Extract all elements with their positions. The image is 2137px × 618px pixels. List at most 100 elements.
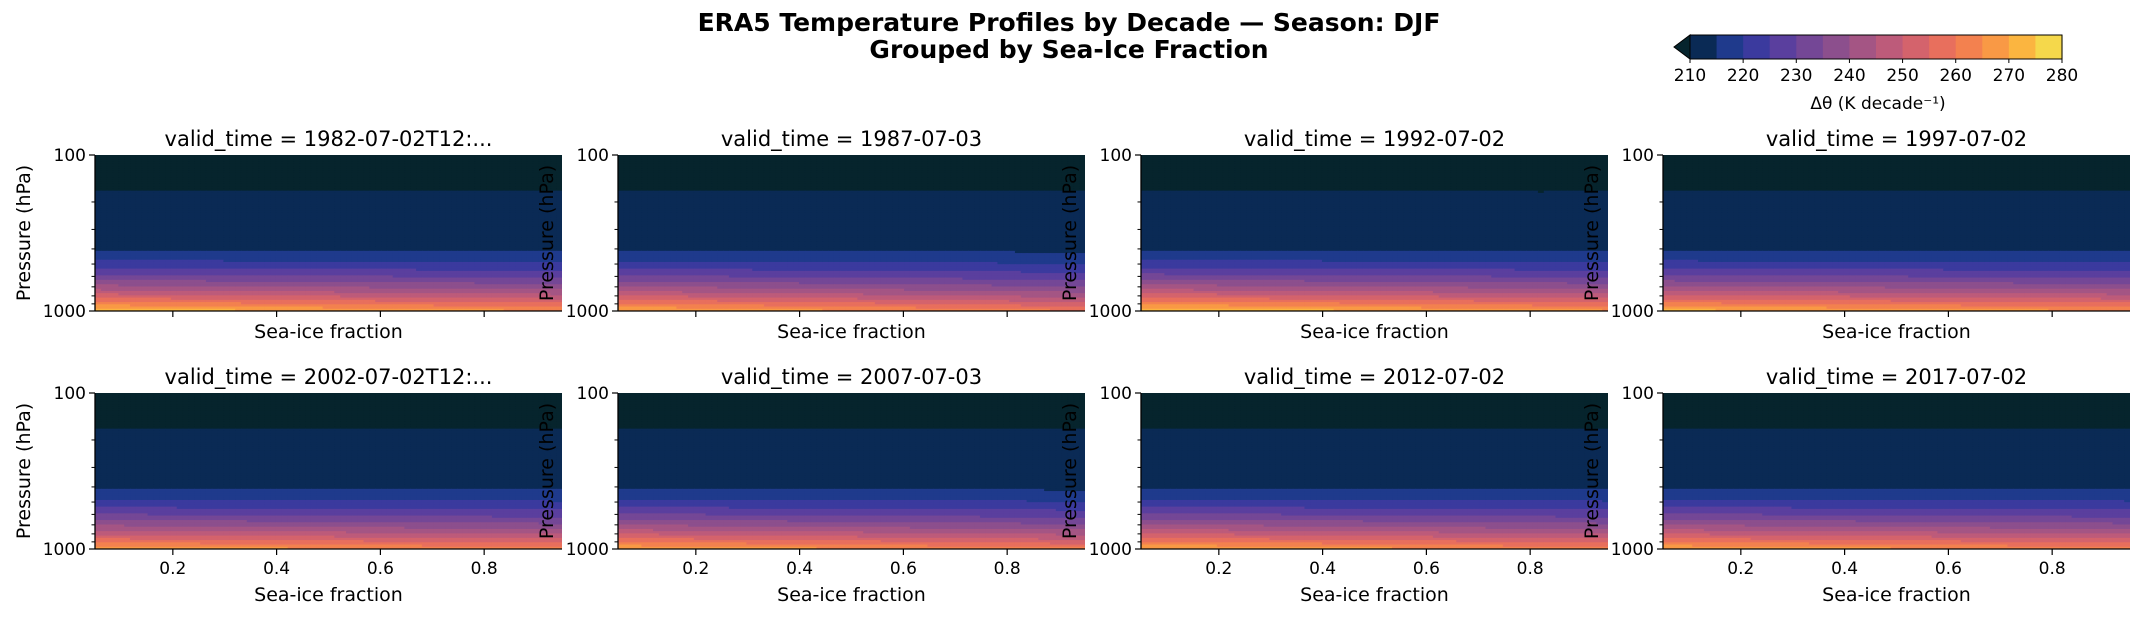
contour-cell [439, 228, 446, 232]
contour-cell [322, 210, 330, 214]
contour-cell [410, 157, 417, 161]
contour-cell [293, 166, 301, 170]
contour-cell [392, 244, 400, 248]
contour-cell [153, 181, 160, 185]
contour-cell [130, 264, 137, 268]
contour-cell [398, 206, 406, 210]
contour-cell [515, 284, 522, 288]
contour-cell [322, 248, 330, 252]
contour-cell [229, 186, 236, 190]
contour-cell [170, 217, 178, 221]
contour-cell [375, 197, 382, 201]
contour-cell [293, 168, 301, 172]
contour-cell [556, 181, 562, 185]
contour-cell [427, 201, 435, 205]
contour-cell [550, 257, 557, 261]
contour-cell [451, 277, 458, 281]
contour-cell [398, 284, 406, 288]
contour-cell [421, 228, 429, 232]
contour-cell [480, 253, 487, 256]
contour-cell [509, 163, 516, 167]
contour-cell [433, 157, 441, 161]
contour-cell [211, 215, 219, 219]
contour-cell [124, 172, 131, 176]
contour-cell [135, 270, 143, 274]
contour-cell [375, 159, 382, 163]
contour-cell [153, 163, 160, 167]
contour-cell [486, 261, 493, 265]
contour-cell [404, 255, 411, 259]
contour-cell [176, 268, 184, 272]
contour-cell [264, 264, 271, 268]
contour-cell [270, 210, 277, 214]
contour-cell [328, 166, 336, 170]
contour-cell [491, 168, 499, 172]
contour-cell [427, 208, 435, 212]
contour-cell [147, 183, 155, 187]
contour-cell [95, 219, 102, 223]
contour-cell [130, 286, 137, 290]
contour-cell [328, 230, 336, 234]
contour-cell [194, 195, 201, 199]
contour-cell [404, 273, 411, 277]
contour-cell [334, 181, 341, 185]
contour-cell [112, 248, 120, 252]
contour-cell [124, 186, 131, 190]
contour-cell [375, 181, 382, 185]
contour-cell [252, 282, 260, 285]
contour-cell [410, 257, 417, 261]
contour-cell [468, 286, 476, 290]
contour-cell [275, 246, 283, 250]
contour-cell [381, 235, 388, 239]
contour-cell [264, 206, 271, 210]
contour-cell [503, 172, 511, 176]
contour-cell [526, 244, 534, 248]
contour-cell [293, 235, 301, 239]
contour-cell [229, 257, 236, 261]
contour-cell [130, 201, 137, 205]
contour-cell [270, 250, 277, 254]
contour-cell [526, 221, 534, 225]
contour-cell [404, 155, 411, 158]
contour-cell [509, 170, 516, 174]
contour-cell [556, 224, 562, 228]
contour-cell [200, 161, 207, 165]
contour-cell [246, 192, 254, 196]
contour-cell [439, 159, 446, 163]
contour-cell [293, 270, 301, 274]
contour-cell [223, 255, 230, 259]
contour-cell [357, 186, 365, 190]
contour-cell [509, 273, 516, 277]
contour-cell [433, 244, 441, 248]
contour-cell [346, 161, 353, 165]
contour-cell [392, 195, 400, 199]
contour-cell [556, 270, 562, 274]
contour-cell [410, 255, 417, 259]
contour-cell [328, 273, 336, 277]
contour-cell [503, 270, 511, 274]
contour-cell [130, 168, 137, 172]
contour-cell [153, 253, 160, 256]
contour-cell [439, 248, 446, 252]
contour-cell [427, 261, 435, 265]
contour-cell [211, 219, 219, 223]
contour-cell [427, 244, 435, 248]
contour-cell [281, 228, 289, 232]
contour-cell [188, 233, 195, 236]
contour-cell [503, 186, 511, 190]
contour-cell [334, 270, 341, 274]
contour-cell [526, 279, 534, 283]
contour-cell [287, 212, 295, 216]
contour-cell [258, 241, 265, 245]
contour-cell [503, 201, 511, 205]
contour-cell [246, 224, 254, 228]
contour-cell [118, 244, 125, 248]
contour-cell [491, 270, 499, 274]
contour-cell [229, 290, 236, 294]
contour-cell [153, 217, 160, 221]
contour-cell [398, 212, 406, 216]
contour-cell [100, 237, 108, 241]
contour-cell [135, 253, 143, 256]
contour-cell [363, 159, 371, 163]
contour-cell [451, 170, 458, 174]
